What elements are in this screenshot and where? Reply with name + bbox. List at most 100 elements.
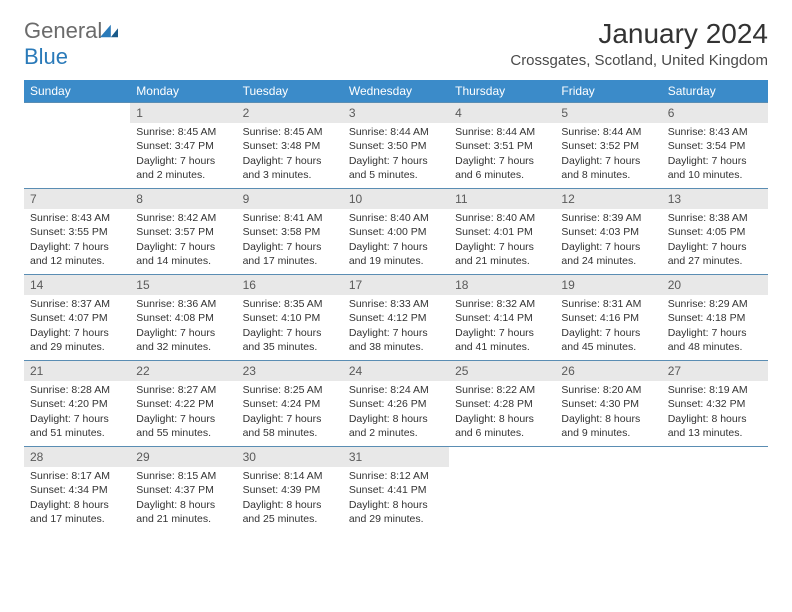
daylight-text-2: and 58 minutes. (243, 426, 337, 440)
daylight-text-2: and 27 minutes. (668, 254, 762, 268)
daylight-text-1: Daylight: 8 hours (455, 412, 549, 426)
day-number: 27 (662, 361, 768, 381)
sunrise-text: Sunrise: 8:17 AM (30, 469, 124, 483)
day-number: 17 (343, 275, 449, 295)
daylight-text-2: and 17 minutes. (243, 254, 337, 268)
cell-body: Sunrise: 8:37 AMSunset: 4:07 PMDaylight:… (24, 295, 130, 358)
sunrise-text: Sunrise: 8:41 AM (243, 211, 337, 225)
daylight-text-2: and 51 minutes. (30, 426, 124, 440)
sunset-text: Sunset: 4:03 PM (561, 225, 655, 239)
calendar-cell: 22Sunrise: 8:27 AMSunset: 4:22 PMDayligh… (130, 361, 236, 447)
sunrise-text: Sunrise: 8:19 AM (668, 383, 762, 397)
daylight-text-1: Daylight: 7 hours (561, 154, 655, 168)
day-number: 1 (130, 103, 236, 123)
sunset-text: Sunset: 4:18 PM (668, 311, 762, 325)
daylight-text-1: Daylight: 8 hours (668, 412, 762, 426)
cell-body: Sunrise: 8:45 AMSunset: 3:48 PMDaylight:… (237, 123, 343, 186)
daylight-text-1: Daylight: 7 hours (349, 326, 443, 340)
day-number: 3 (343, 103, 449, 123)
cell-body: Sunrise: 8:12 AMSunset: 4:41 PMDaylight:… (343, 467, 449, 530)
calendar-cell: 19Sunrise: 8:31 AMSunset: 4:16 PMDayligh… (555, 275, 661, 361)
calendar-cell: 26Sunrise: 8:20 AMSunset: 4:30 PMDayligh… (555, 361, 661, 447)
calendar-week: 21Sunrise: 8:28 AMSunset: 4:20 PMDayligh… (24, 361, 768, 447)
cell-body: Sunrise: 8:24 AMSunset: 4:26 PMDaylight:… (343, 381, 449, 444)
daylight-text-2: and 41 minutes. (455, 340, 549, 354)
sunrise-text: Sunrise: 8:32 AM (455, 297, 549, 311)
daylight-text-1: Daylight: 7 hours (136, 412, 230, 426)
sunset-text: Sunset: 4:34 PM (30, 483, 124, 497)
daylight-text-2: and 6 minutes. (455, 426, 549, 440)
calendar-cell: 1Sunrise: 8:45 AMSunset: 3:47 PMDaylight… (130, 103, 236, 189)
daylight-text-2: and 14 minutes. (136, 254, 230, 268)
sunset-text: Sunset: 4:16 PM (561, 311, 655, 325)
day-header: Sunday (24, 80, 130, 103)
calendar-cell: 28Sunrise: 8:17 AMSunset: 4:34 PMDayligh… (24, 447, 130, 533)
calendar-week: 14Sunrise: 8:37 AMSunset: 4:07 PMDayligh… (24, 275, 768, 361)
calendar-cell: 15Sunrise: 8:36 AMSunset: 4:08 PMDayligh… (130, 275, 236, 361)
cell-body: Sunrise: 8:19 AMSunset: 4:32 PMDaylight:… (662, 381, 768, 444)
cell-body: Sunrise: 8:31 AMSunset: 4:16 PMDaylight:… (555, 295, 661, 358)
calendar-cell: 5Sunrise: 8:44 AMSunset: 3:52 PMDaylight… (555, 103, 661, 189)
daylight-text-1: Daylight: 7 hours (136, 326, 230, 340)
cell-body: Sunrise: 8:17 AMSunset: 4:34 PMDaylight:… (24, 467, 130, 530)
day-header: Thursday (449, 80, 555, 103)
sunset-text: Sunset: 4:10 PM (243, 311, 337, 325)
daylight-text-2: and 2 minutes. (136, 168, 230, 182)
daylight-text-2: and 32 minutes. (136, 340, 230, 354)
daylight-text-1: Daylight: 7 hours (243, 412, 337, 426)
sunset-text: Sunset: 4:28 PM (455, 397, 549, 411)
calendar-cell: 6Sunrise: 8:43 AMSunset: 3:54 PMDaylight… (662, 103, 768, 189)
daylight-text-1: Daylight: 7 hours (30, 412, 124, 426)
daylight-text-2: and 17 minutes. (30, 512, 124, 526)
cell-body: Sunrise: 8:35 AMSunset: 4:10 PMDaylight:… (237, 295, 343, 358)
sunrise-text: Sunrise: 8:33 AM (349, 297, 443, 311)
sunset-text: Sunset: 4:26 PM (349, 397, 443, 411)
cell-body: Sunrise: 8:22 AMSunset: 4:28 PMDaylight:… (449, 381, 555, 444)
sunset-text: Sunset: 4:22 PM (136, 397, 230, 411)
day-number: 8 (130, 189, 236, 209)
day-number: 9 (237, 189, 343, 209)
daylight-text-1: Daylight: 8 hours (243, 498, 337, 512)
daylight-text-2: and 25 minutes. (243, 512, 337, 526)
day-header: Saturday (662, 80, 768, 103)
sunrise-text: Sunrise: 8:43 AM (30, 211, 124, 225)
cell-body: Sunrise: 8:38 AMSunset: 4:05 PMDaylight:… (662, 209, 768, 272)
location: Crossgates, Scotland, United Kingdom (510, 52, 768, 69)
calendar-cell: 25Sunrise: 8:22 AMSunset: 4:28 PMDayligh… (449, 361, 555, 447)
sunrise-text: Sunrise: 8:45 AM (136, 125, 230, 139)
day-header-row: SundayMondayTuesdayWednesdayThursdayFrid… (24, 80, 768, 103)
calendar-cell: 14Sunrise: 8:37 AMSunset: 4:07 PMDayligh… (24, 275, 130, 361)
logo-text: General Blue (24, 18, 118, 70)
daylight-text-1: Daylight: 7 hours (349, 154, 443, 168)
day-header: Wednesday (343, 80, 449, 103)
calendar-cell: 10Sunrise: 8:40 AMSunset: 4:00 PMDayligh… (343, 189, 449, 275)
day-number: 31 (343, 447, 449, 467)
logo-word2: Blue (24, 44, 68, 69)
day-number: 11 (449, 189, 555, 209)
day-number: 16 (237, 275, 343, 295)
cell-body: Sunrise: 8:28 AMSunset: 4:20 PMDaylight:… (24, 381, 130, 444)
daylight-text-2: and 13 minutes. (668, 426, 762, 440)
day-number: 20 (662, 275, 768, 295)
sunset-text: Sunset: 4:14 PM (455, 311, 549, 325)
daylight-text-1: Daylight: 8 hours (30, 498, 124, 512)
sunset-text: Sunset: 4:20 PM (30, 397, 124, 411)
sunset-text: Sunset: 4:24 PM (243, 397, 337, 411)
sunset-text: Sunset: 4:00 PM (349, 225, 443, 239)
logo: General Blue (24, 18, 118, 70)
calendar-cell: 18Sunrise: 8:32 AMSunset: 4:14 PMDayligh… (449, 275, 555, 361)
calendar-cell: 17Sunrise: 8:33 AMSunset: 4:12 PMDayligh… (343, 275, 449, 361)
sunrise-text: Sunrise: 8:40 AM (455, 211, 549, 225)
daylight-text-2: and 45 minutes. (561, 340, 655, 354)
cell-body: Sunrise: 8:20 AMSunset: 4:30 PMDaylight:… (555, 381, 661, 444)
sunrise-text: Sunrise: 8:24 AM (349, 383, 443, 397)
calendar-cell: 12Sunrise: 8:39 AMSunset: 4:03 PMDayligh… (555, 189, 661, 275)
logo-mark-icon (100, 24, 118, 38)
sunrise-text: Sunrise: 8:42 AM (136, 211, 230, 225)
daylight-text-2: and 19 minutes. (349, 254, 443, 268)
sunset-text: Sunset: 3:48 PM (243, 139, 337, 153)
daylight-text-1: Daylight: 8 hours (349, 412, 443, 426)
daylight-text-1: Daylight: 7 hours (30, 326, 124, 340)
daylight-text-2: and 29 minutes. (349, 512, 443, 526)
day-number: 29 (130, 447, 236, 467)
